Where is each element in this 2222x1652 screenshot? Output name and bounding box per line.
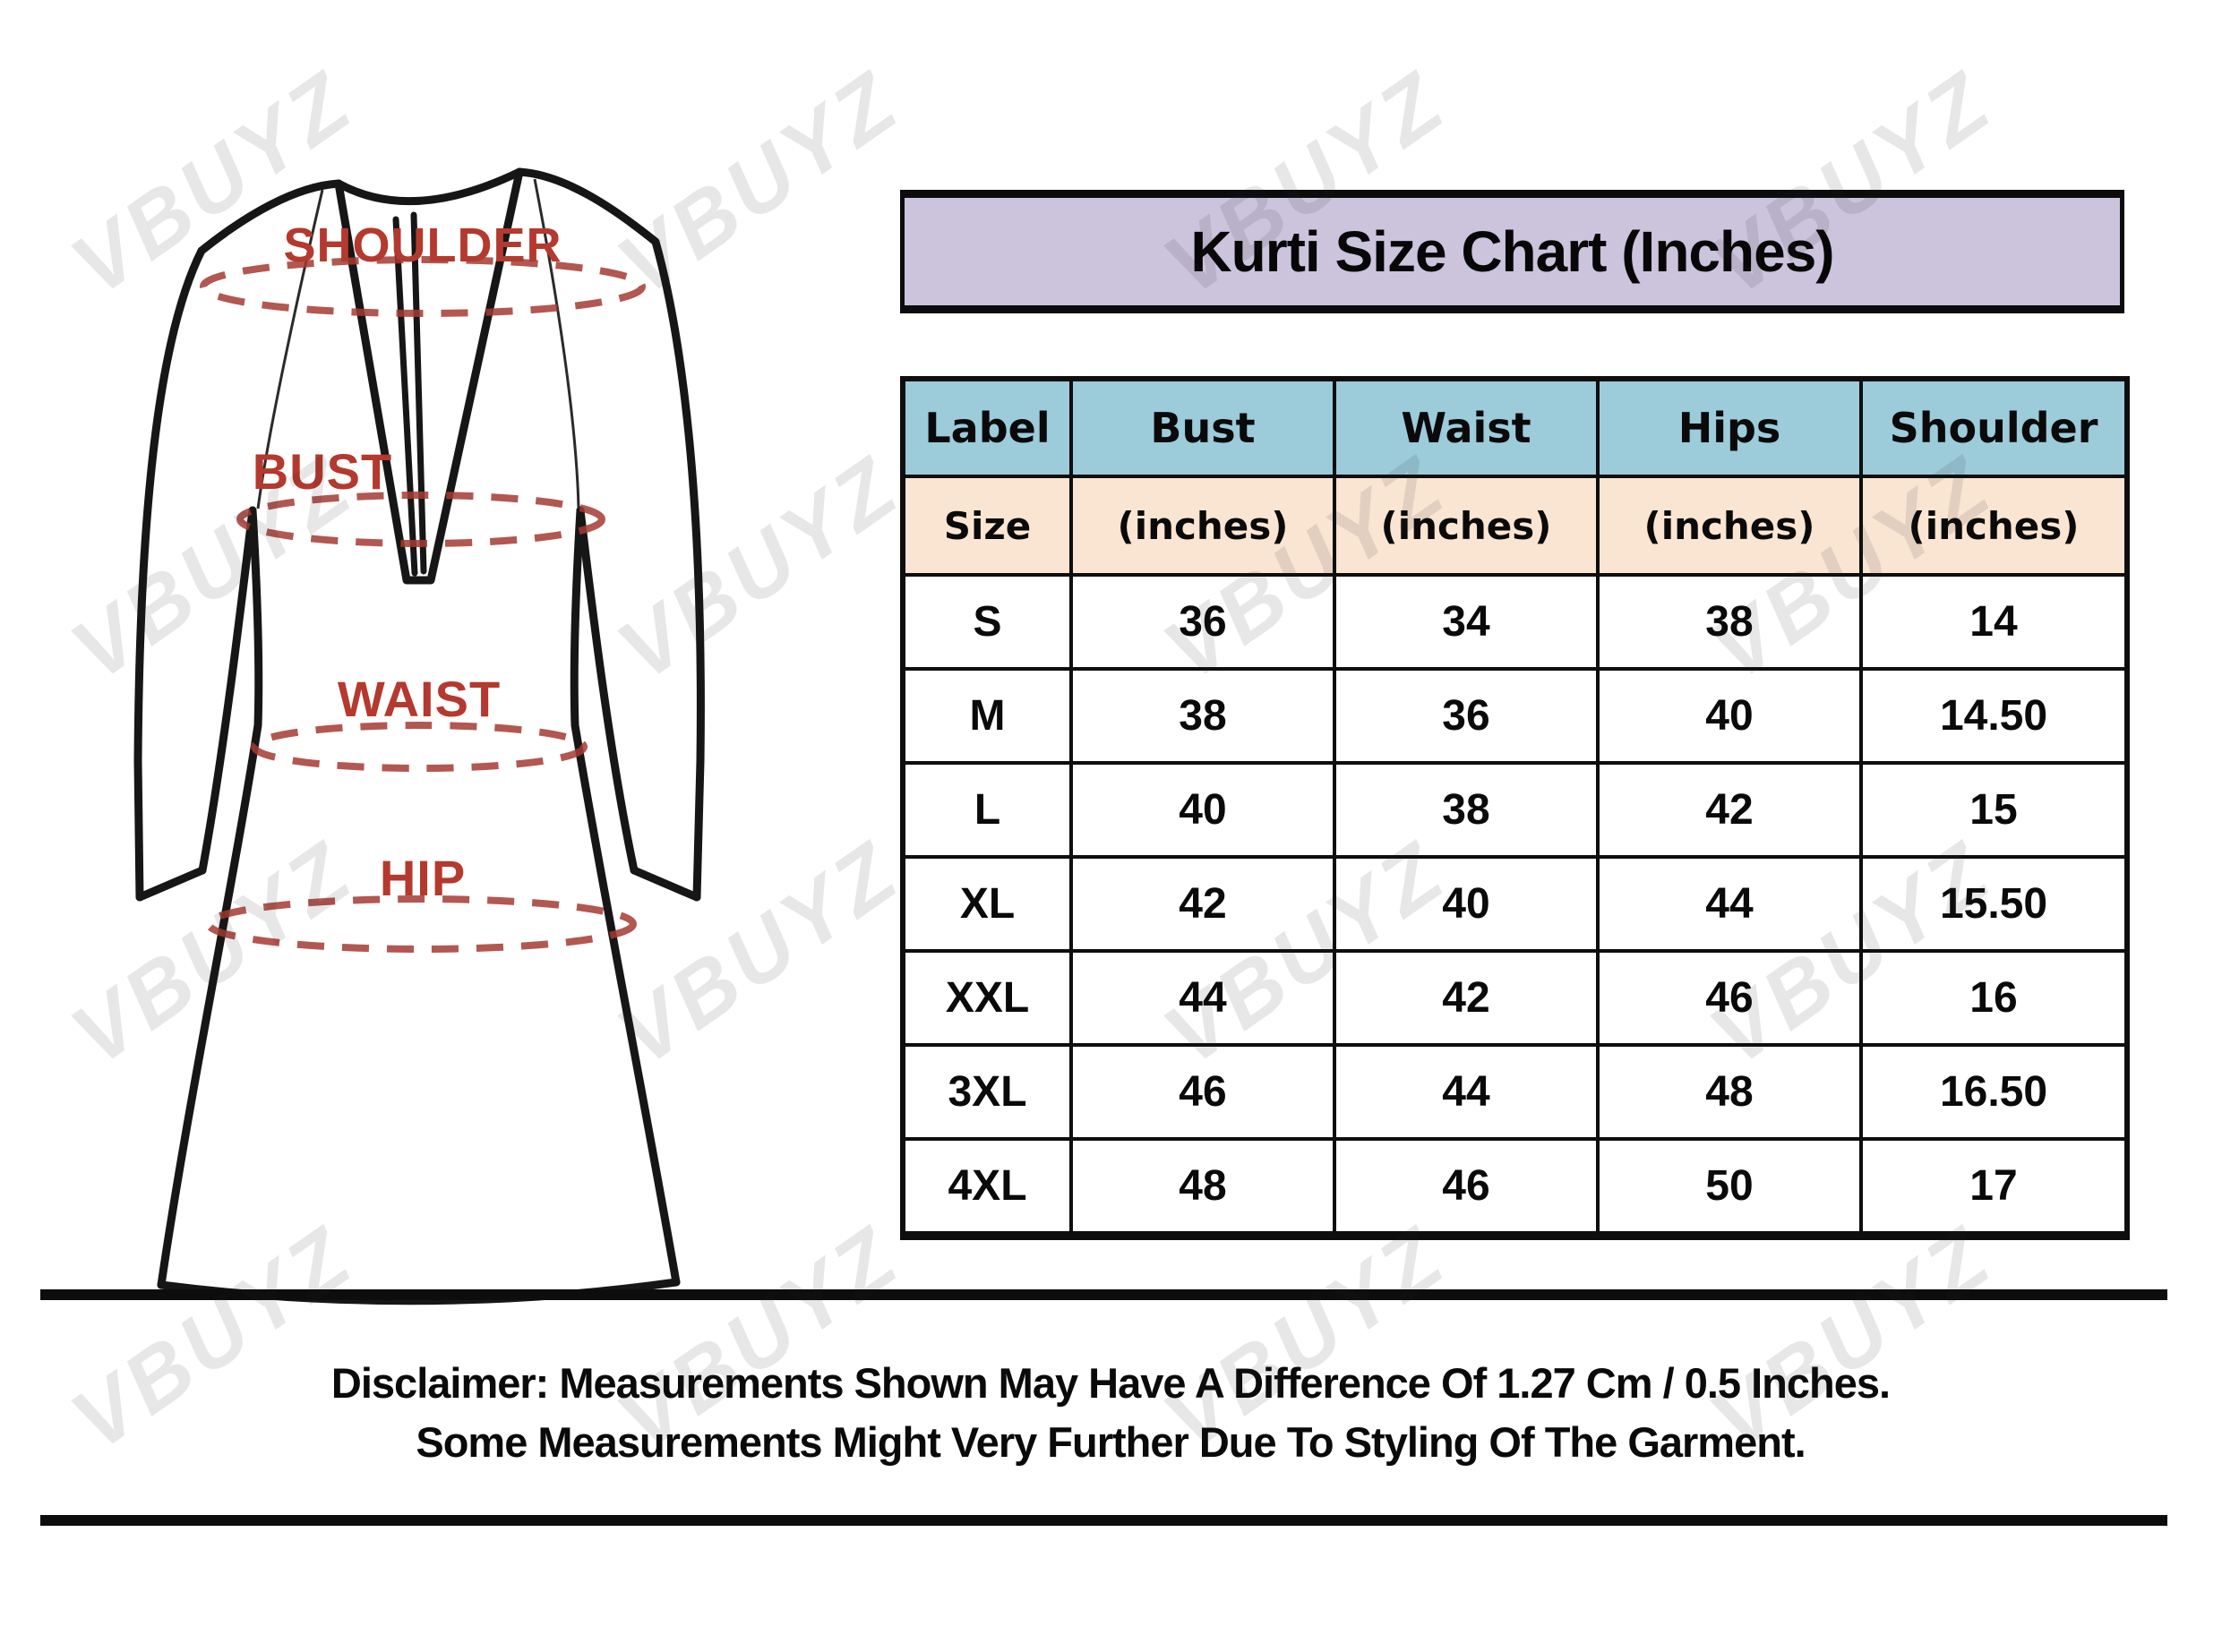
cell-s-2: 34 (1333, 573, 1600, 671)
disclaimer-line-2: Some Measurements Might Very Further Due… (416, 1418, 1806, 1466)
size-row-3xl: 3XL 46 44 48 16.50 (901, 1043, 2129, 1141)
cell-3xl-1: 46 (1069, 1043, 1336, 1141)
hip-measure-line (205, 895, 637, 953)
cell-m-3: 40 (1596, 667, 1863, 765)
cell-s-1: 36 (1069, 573, 1336, 671)
diagram-label-bust: BUST (253, 443, 392, 500)
diagram-label-waist: WAIST (338, 671, 501, 727)
cell-xxl-0: XXL (901, 949, 1073, 1047)
table-header-row: Label Bust Waist Hips Shoulder (901, 377, 2129, 478)
cell-3xl-3: 48 (1596, 1043, 1863, 1141)
shoulder-measure-line (200, 256, 646, 317)
cell-3xl-2: 44 (1333, 1043, 1600, 1141)
cell-xxl-2: 42 (1333, 949, 1600, 1047)
cell-l-3: 42 (1596, 761, 1863, 859)
subheader-cell-0: Size (901, 475, 1073, 577)
cell-m-0: M (901, 667, 1073, 765)
kurti-measurement-diagram: SHOULDER BUST WAIST HIP (54, 134, 788, 1316)
cell-m-1: 38 (1069, 667, 1336, 765)
cell-4xl-1: 48 (1069, 1137, 1336, 1237)
cell-4xl-4: 17 (1859, 1137, 2129, 1237)
cell-m-4: 14.50 (1859, 667, 2129, 765)
chart-title: Kurti Size Chart (Inches) (1190, 219, 1834, 284)
subheader-cell-1: (inches) (1069, 475, 1336, 577)
cell-l-1: 40 (1069, 761, 1336, 859)
divider-line-bottom (40, 1515, 2167, 1526)
cell-4xl-3: 50 (1596, 1137, 1863, 1237)
cell-s-4: 14 (1859, 573, 2129, 671)
subheader-cell-4: (inches) (1859, 475, 2129, 577)
subheader-cell-2: (inches) (1333, 475, 1600, 577)
col-header-hips: Hips (1596, 377, 1863, 478)
cell-xl-1: 42 (1069, 855, 1336, 953)
size-row-s: S 36 34 38 14 (901, 573, 2129, 671)
cell-xl-3: 44 (1596, 855, 1863, 953)
cell-xxl-4: 16 (1859, 949, 2129, 1047)
armhole-seams (256, 178, 580, 509)
cell-3xl-0: 3XL (901, 1043, 1073, 1141)
cell-l-0: L (901, 761, 1073, 859)
col-header-shoulder: Shoulder (1859, 377, 2129, 478)
disclaimer-line-1: Disclaimer: Measurements Shown May Have … (330, 1359, 1891, 1407)
size-row-m: M 38 36 40 14.50 (901, 667, 2129, 765)
col-header-waist: Waist (1333, 377, 1600, 478)
cell-4xl-2: 46 (1333, 1137, 1600, 1237)
cell-xxl-1: 44 (1069, 949, 1336, 1047)
table-subheader-row: Size (inches) (inches) (inches) (inches) (901, 475, 2129, 577)
waist-measure-line (251, 722, 588, 772)
size-row-4xl: 4XL 48 46 50 17 (901, 1137, 2129, 1237)
diagram-label-shoulder: SHOULDER (283, 218, 562, 272)
disclaimer: Disclaimer: Measurements Shown May Have … (54, 1354, 2167, 1472)
bust-measure-line (236, 492, 605, 547)
cell-s-3: 38 (1596, 573, 1863, 671)
size-row-xxl: XXL 44 42 46 16 (901, 949, 2129, 1047)
size-row-xl: XL 42 40 44 15.50 (901, 855, 2129, 953)
garment-outline (133, 167, 705, 1305)
cell-s-0: S (901, 573, 1073, 671)
cell-xl-0: XL (901, 855, 1073, 953)
cell-l-4: 15 (1859, 761, 2129, 859)
subheader-cell-3: (inches) (1596, 475, 1863, 577)
cell-xl-2: 40 (1333, 855, 1600, 953)
size-chart-table: Label Bust Waist Hips Shoulder Size (inches) (i… (900, 376, 2130, 1240)
size-row-l: L 40 38 42 15 (901, 761, 2129, 859)
col-header-label: Label (901, 377, 1073, 478)
cell-4xl-0: 4XL (901, 1137, 1073, 1237)
chart-title-box: Kurti Size Chart (Inches) (900, 190, 2124, 313)
divider-line-top (40, 1289, 2167, 1300)
col-header-bust: Bust (1069, 377, 1336, 478)
cell-xl-4: 15.50 (1859, 855, 2129, 953)
kurti-outline-drawing: SHOULDER BUST WAIST HIP (133, 167, 705, 1305)
cell-3xl-4: 16.50 (1859, 1043, 2129, 1141)
cell-l-2: 38 (1333, 761, 1600, 859)
cell-m-2: 36 (1333, 667, 1600, 765)
cell-xxl-3: 46 (1596, 949, 1863, 1047)
diagram-label-hip: HIP (380, 850, 466, 906)
